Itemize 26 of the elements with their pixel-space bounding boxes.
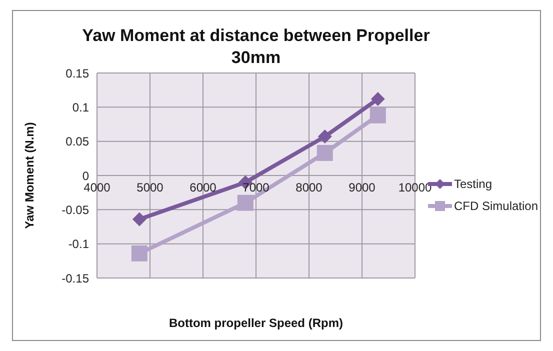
y-tick-label: -0.15 xyxy=(62,271,90,286)
y-tick-label: 0.15 xyxy=(66,66,90,80)
point xyxy=(132,212,146,226)
y-tick-label: 0 xyxy=(82,168,90,183)
y-tick-label: -0.05 xyxy=(62,202,90,217)
y-axis-title: Yaw Moment (N.m) xyxy=(22,122,36,229)
chart-title: Yaw Moment at distance between Propeller 30mm xyxy=(82,26,430,67)
x-tick-label: 8000 xyxy=(296,180,323,194)
x-tick-label: 9000 xyxy=(348,180,376,194)
legend-label: Testing xyxy=(454,177,492,191)
x-axis-title: Bottom propeller Speed (Rpm) xyxy=(168,316,344,330)
y-tick-label: 0.1 xyxy=(72,100,90,114)
x-tick-label: 10000 xyxy=(398,180,432,194)
y-tick-label: -0.1 xyxy=(68,237,90,252)
x-tick-label: 7000 xyxy=(242,180,270,194)
point xyxy=(370,107,386,124)
x-tick-label: 5000 xyxy=(136,180,164,194)
legend-label: CFD Simulation xyxy=(454,199,538,213)
x-tick-label: 4000 xyxy=(84,180,111,194)
point xyxy=(318,130,332,144)
y-tick-label: 0.05 xyxy=(66,134,90,149)
point xyxy=(316,144,333,161)
x-tick-label: 6000 xyxy=(190,180,217,194)
point xyxy=(131,245,148,262)
point xyxy=(237,194,254,211)
point xyxy=(370,92,385,106)
